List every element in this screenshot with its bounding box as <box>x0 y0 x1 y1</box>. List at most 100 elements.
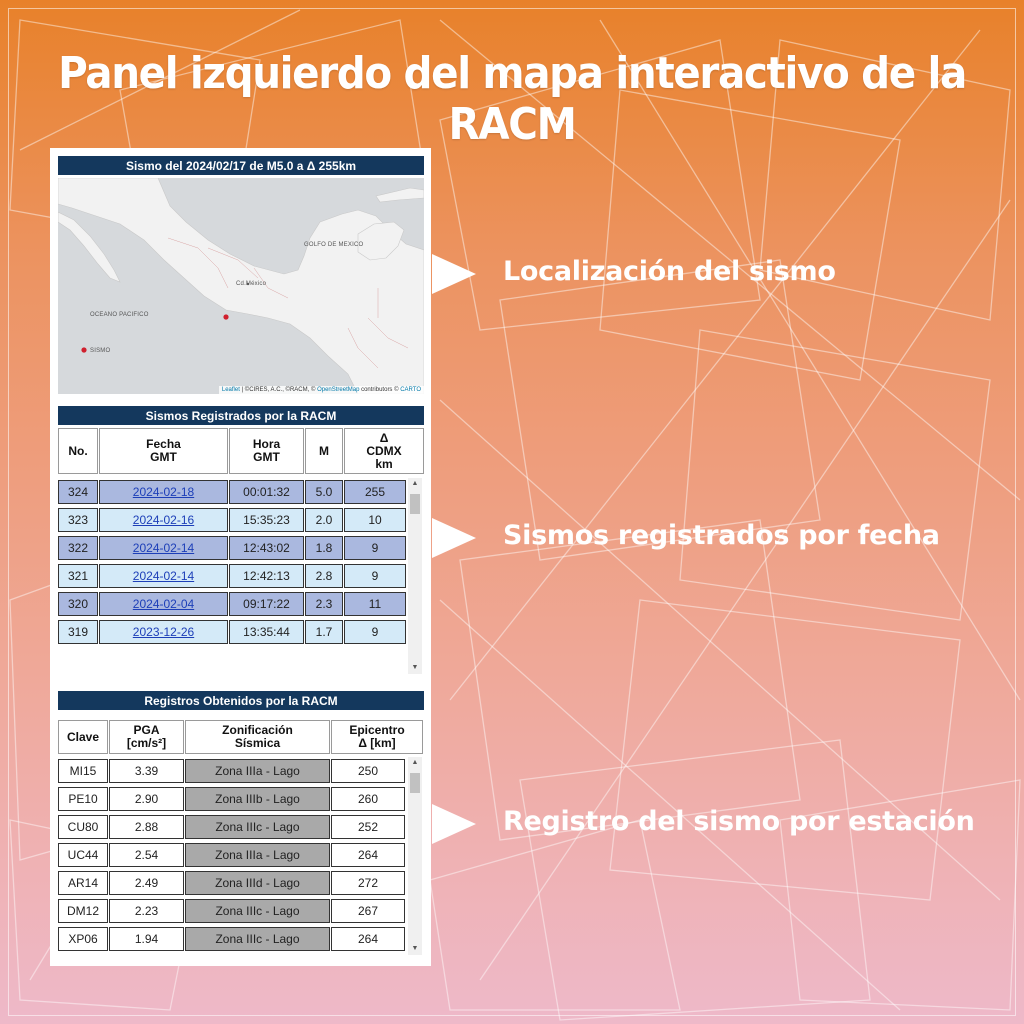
map-canvas <box>58 178 424 394</box>
fecha-link[interactable]: 2024-02-18 <box>132 485 195 499</box>
arrow-up-icon[interactable]: ▲ <box>411 759 419 766</box>
cell-no: 324 <box>58 480 98 504</box>
col-delta[interactable]: Δ CDMX km <box>344 428 424 474</box>
triangle-pointer-icon <box>432 518 476 558</box>
cell-fecha[interactable]: 2024-02-18 <box>99 480 228 504</box>
gulf-label: GOLFO DE MEXICO <box>304 242 364 248</box>
cell-pga: 2.54 <box>109 843 184 867</box>
map-box-title: Sismo del 2024/02/17 de M5.0 a Δ 255km <box>58 156 424 177</box>
col-clave[interactable]: Clave <box>58 720 108 754</box>
cell-fecha[interactable]: 2024-02-14 <box>99 536 228 560</box>
cell-m: 1.7 <box>305 620 343 644</box>
cell-clave: AR14 <box>58 871 108 895</box>
cell-epicentro: 260 <box>331 787 405 811</box>
fecha-link[interactable]: 2024-02-16 <box>132 513 195 527</box>
cell-zona: Zona IIId - Lago <box>185 871 330 895</box>
cell-no: 321 <box>58 564 98 588</box>
registros-scrollbar[interactable]: ▲ ▼ <box>408 757 422 955</box>
cell-epicentro: 264 <box>331 843 405 867</box>
cell-m: 2.0 <box>305 508 343 532</box>
cell-epicentro: 264 <box>331 927 405 951</box>
cell-fecha[interactable]: 2024-02-14 <box>99 564 228 588</box>
cell-hora: 13:35:44 <box>229 620 304 644</box>
triangle-pointer-icon <box>432 804 476 844</box>
col-pga[interactable]: PGA [cm/s²] <box>109 720 184 754</box>
cell-zona: Zona IIIa - Lago <box>185 759 330 783</box>
map-attribution: Leaflet | ©CIRES, A.C., ©RACM, © OpenStr… <box>218 386 424 394</box>
cell-no: 322 <box>58 536 98 560</box>
col-m[interactable]: M <box>305 428 343 474</box>
cell-clave: PE10 <box>58 787 108 811</box>
sismos-scrollbar[interactable]: ▲ ▼ <box>408 478 422 674</box>
cell-epicentro: 272 <box>331 871 405 895</box>
sismo-row[interactable]: 324 2024-02-18 00:01:32 5.0 255 <box>58 478 424 506</box>
sismo-row[interactable]: 319 2023-12-26 13:35:44 1.7 9 <box>58 618 424 646</box>
cell-fecha[interactable]: 2024-02-04 <box>99 592 228 616</box>
carto-link[interactable]: CARTO <box>400 387 421 393</box>
cell-delta: 9 <box>344 564 406 588</box>
cell-delta: 255 <box>344 480 406 504</box>
col-no[interactable]: No. <box>58 428 98 474</box>
registro-row[interactable]: PE10 2.90 Zona IIIb - Lago 260 <box>58 785 424 813</box>
cell-no: 323 <box>58 508 98 532</box>
cell-hora: 09:17:22 <box>229 592 304 616</box>
cell-delta: 9 <box>344 536 406 560</box>
sismo-row[interactable]: 320 2024-02-04 09:17:22 2.3 11 <box>58 590 424 618</box>
sismos-scroll-thumb[interactable] <box>410 494 420 514</box>
cell-pga: 2.88 <box>109 815 184 839</box>
cell-pga: 2.49 <box>109 871 184 895</box>
registro-row[interactable]: MI15 3.39 Zona IIIa - Lago 250 <box>58 757 424 785</box>
cell-no: 320 <box>58 592 98 616</box>
fecha-link[interactable]: 2023-12-26 <box>132 625 195 639</box>
page-frame <box>8 8 1016 1016</box>
cell-hora: 15:35:23 <box>229 508 304 532</box>
registro-row[interactable]: XP06 1.94 Zona IIIc - Lago 264 <box>58 925 424 953</box>
cell-m: 2.3 <box>305 592 343 616</box>
fecha-link[interactable]: 2024-02-14 <box>132 569 195 583</box>
cell-pga: 2.23 <box>109 899 184 923</box>
cell-delta: 10 <box>344 508 406 532</box>
col-zona[interactable]: Zonificación Sísmica <box>185 720 330 754</box>
attribution-contrib: contributors © <box>359 387 401 393</box>
cell-zona: Zona IIIc - Lago <box>185 927 330 951</box>
cell-hora: 00:01:32 <box>229 480 304 504</box>
cell-m: 2.8 <box>305 564 343 588</box>
col-fecha[interactable]: Fecha GMT <box>99 428 228 474</box>
arrow-up-icon[interactable]: ▲ <box>411 480 419 487</box>
registro-row[interactable]: DM12 2.23 Zona IIIc - Lago 267 <box>58 897 424 925</box>
registros-scroll-thumb[interactable] <box>410 773 420 793</box>
cell-clave: UC44 <box>58 843 108 867</box>
registro-row[interactable]: AR14 2.49 Zona IIId - Lago 272 <box>58 869 424 897</box>
cell-m: 1.8 <box>305 536 343 560</box>
arrow-down-icon[interactable]: ▼ <box>411 945 419 952</box>
cell-clave: XP06 <box>58 927 108 951</box>
sismo-row[interactable]: 323 2024-02-16 15:35:23 2.0 10 <box>58 506 424 534</box>
cell-pga: 2.90 <box>109 787 184 811</box>
sismos-table-header: No. Fecha GMT Hora GMT M Δ CDMX km <box>58 428 424 474</box>
callout-por-fecha: Sismos registrados por fecha <box>503 520 940 551</box>
cell-pga: 1.94 <box>109 927 184 951</box>
cell-fecha[interactable]: 2023-12-26 <box>99 620 228 644</box>
cell-fecha[interactable]: 2024-02-16 <box>99 508 228 532</box>
cell-delta: 11 <box>344 592 406 616</box>
triangle-pointer-icon <box>432 254 476 294</box>
registros-table-title: Registros Obtenidos por la RACM <box>58 691 424 712</box>
sismo-row[interactable]: 321 2024-02-14 12:42:13 2.8 9 <box>58 562 424 590</box>
fecha-link[interactable]: 2024-02-14 <box>132 541 195 555</box>
earthquake-map[interactable]: GOLFO DE MEXICO Cd.México OCEANO PACIFIC… <box>58 178 424 394</box>
osm-link[interactable]: OpenStreetMap <box>317 387 360 393</box>
cell-delta: 9 <box>344 620 406 644</box>
page-title: Panel izquierdo del mapa interactivo de … <box>58 48 967 150</box>
cell-epicentro: 252 <box>331 815 405 839</box>
col-hora[interactable]: Hora GMT <box>229 428 304 474</box>
arrow-down-icon[interactable]: ▼ <box>411 664 419 671</box>
col-epicentro[interactable]: Epicentro Δ [km] <box>331 720 423 754</box>
leaflet-link[interactable]: Leaflet <box>221 387 240 393</box>
cell-zona: Zona IIIa - Lago <box>185 843 330 867</box>
fecha-link[interactable]: 2024-02-04 <box>132 597 195 611</box>
cell-m: 5.0 <box>305 480 343 504</box>
registro-row[interactable]: UC44 2.54 Zona IIIa - Lago 264 <box>58 841 424 869</box>
cell-zona: Zona IIIc - Lago <box>185 815 330 839</box>
sismo-row[interactable]: 322 2024-02-14 12:43:02 1.8 9 <box>58 534 424 562</box>
registro-row[interactable]: CU80 2.88 Zona IIIc - Lago 252 <box>58 813 424 841</box>
